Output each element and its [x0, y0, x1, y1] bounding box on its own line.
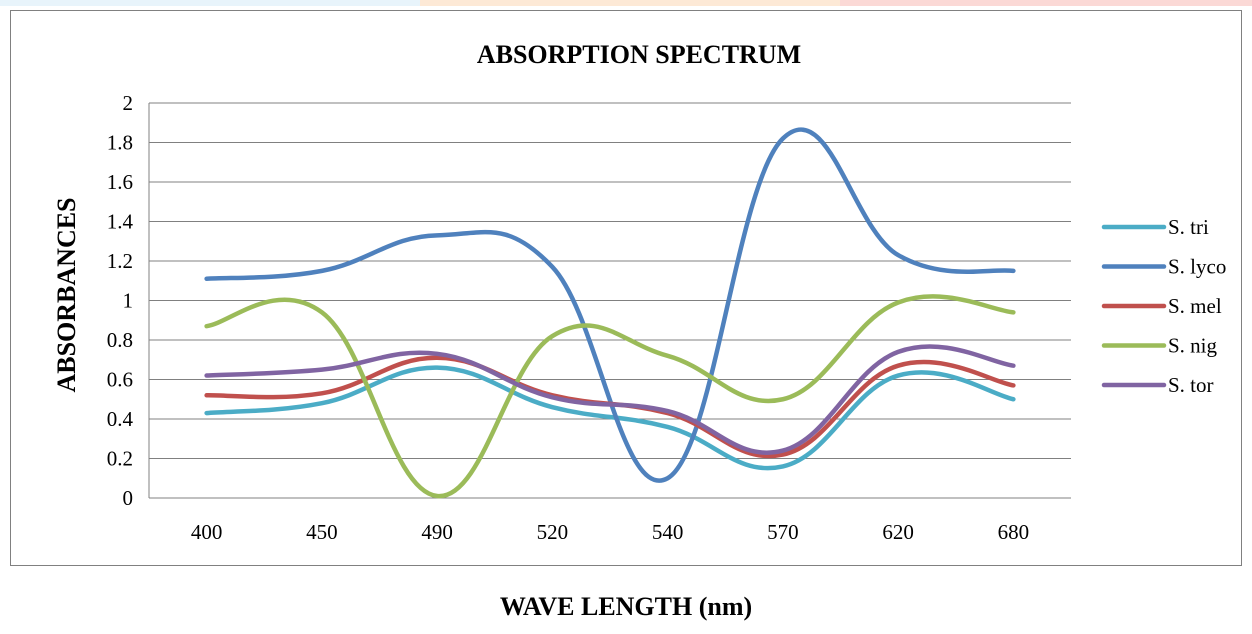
- series-lines: [204, 127, 1016, 499]
- series-line-s-lyco: [204, 127, 1016, 483]
- x-tick-label: 450: [306, 520, 338, 544]
- legend-label: S. lyco: [1168, 255, 1226, 279]
- y-tick-label: 0.2: [107, 447, 133, 471]
- x-tick-label: 680: [998, 520, 1030, 544]
- x-tick-labels: 400 450 490 520 540 570 620 680: [191, 520, 1029, 544]
- y-tick-label: 0.6: [107, 368, 133, 392]
- series-line-s-tri: [204, 365, 1016, 471]
- y-tick-label: 0.8: [107, 328, 133, 352]
- x-tick-label: 620: [882, 520, 914, 544]
- absorption-chart: ABSORPTION SPECTRUM ABSORBANCES 00.20.40…: [52, 40, 1226, 544]
- y-axis-label: ABSORBANCES: [52, 197, 81, 392]
- series-line-s-nig: [204, 294, 1016, 499]
- legend-label: S. nig: [1168, 334, 1218, 358]
- x-tick-label: 490: [421, 520, 453, 544]
- y-tick-label: 1.8: [107, 131, 133, 155]
- y-tick-label: 1.4: [107, 210, 134, 234]
- chart-title: ABSORPTION SPECTRUM: [477, 40, 801, 69]
- x-axis-label: WAVE LENGTH (nm): [499, 592, 753, 621]
- y-tick-label: 2: [123, 91, 134, 115]
- y-tick-label: 0: [123, 486, 134, 510]
- legend-label: S. mel: [1168, 294, 1222, 318]
- series-line-s-mel: [204, 355, 1016, 459]
- series-line-s-tor: [204, 344, 1016, 455]
- legend: S. tri S. lyco S. mel S. nig S. tor: [1101, 215, 1226, 397]
- x-tick-label: 540: [652, 520, 684, 544]
- y-tick-labels: 0 0.2 0.4 0.6 0.8 1 1.2 1.4 1.6 1.8 2: [107, 91, 134, 510]
- legend-label: S. tor: [1168, 373, 1214, 397]
- y-tick-label: 1.6: [107, 170, 133, 194]
- y-tick-label: 0.4: [107, 407, 134, 431]
- y-tick-label: 1: [123, 289, 134, 313]
- top-stripe: [0, 0, 1252, 6]
- x-tick-label: 570: [767, 520, 799, 544]
- chart-frame: ABSORPTION SPECTRUM ABSORBANCES 0 0.2 0.4 0…: [10, 10, 1242, 566]
- legend-label: S. tri: [1168, 215, 1209, 239]
- y-tick-label: 1.2: [107, 249, 133, 273]
- x-tick-label: 520: [537, 520, 569, 544]
- x-tick-label: 400: [191, 520, 223, 544]
